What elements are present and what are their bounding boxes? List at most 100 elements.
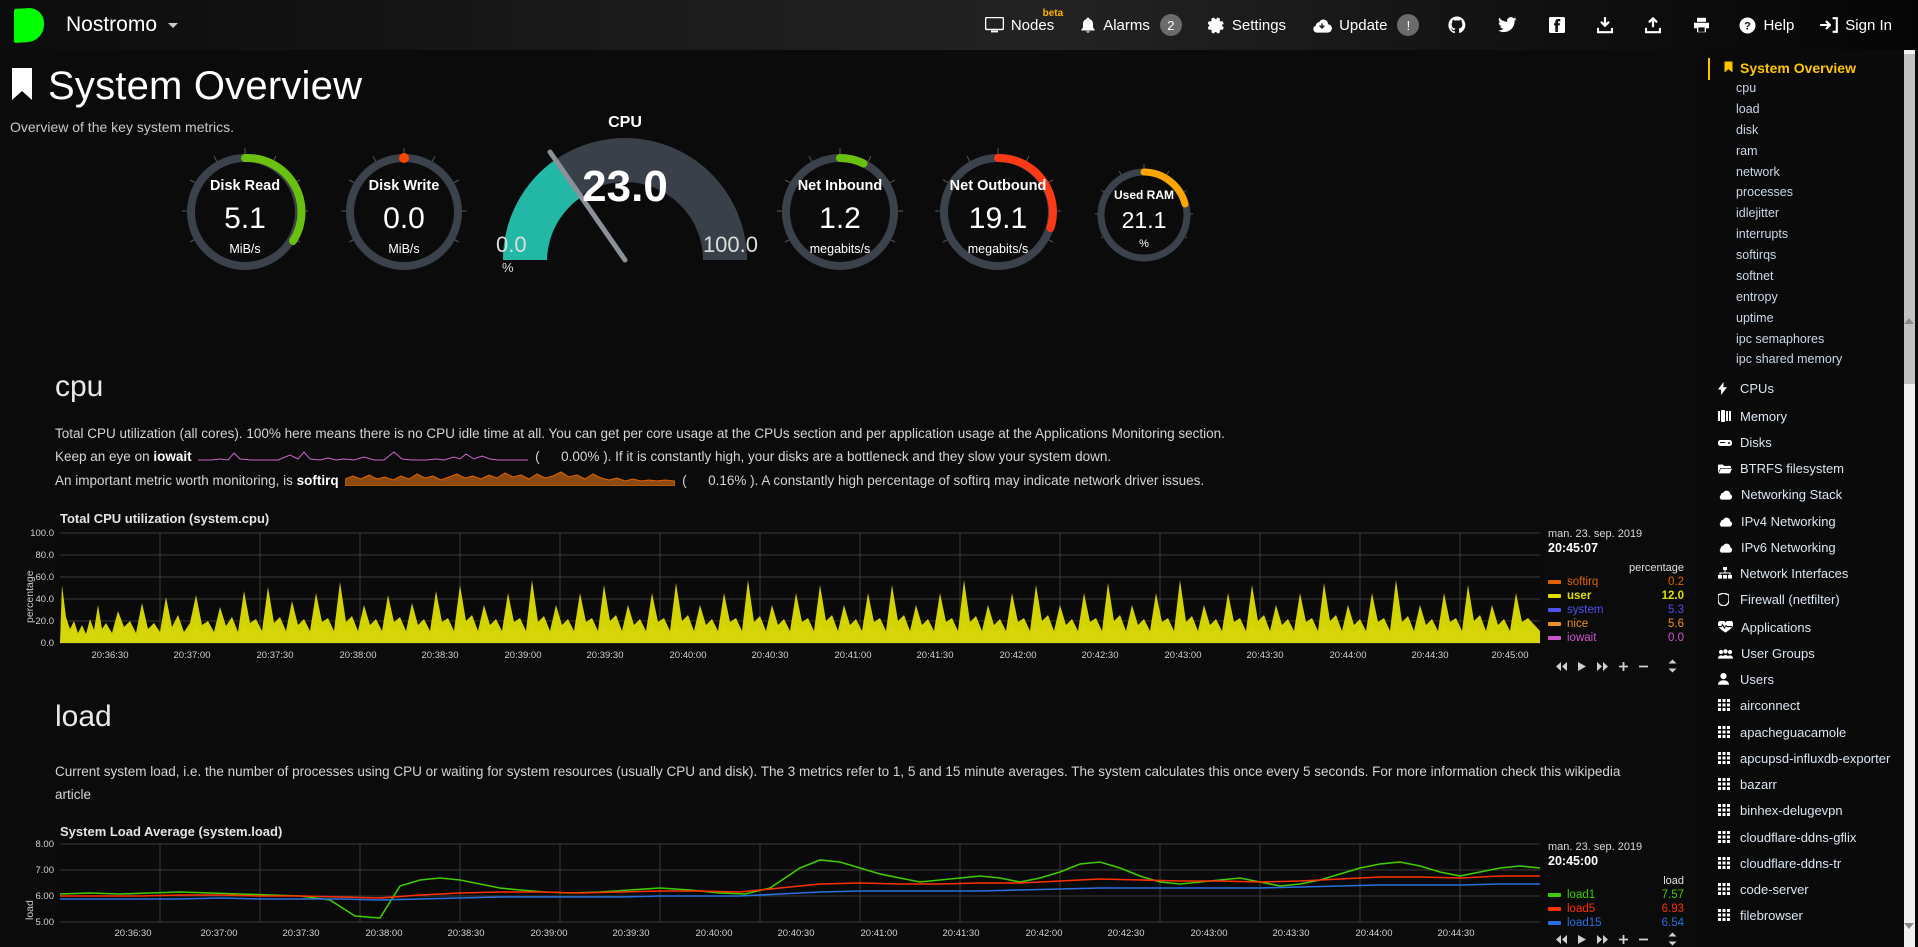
sidebar-item-apcupsd-influxdb-exporter[interactable]: apcupsd-influxdb-exporter: [1718, 751, 1918, 768]
legend-row-softirq[interactable]: softirq 0.2: [1548, 576, 1684, 588]
sidebar-label: Networking Stack: [1741, 487, 1843, 503]
cpu-desc-line2-pre: Keep an eye on: [55, 449, 150, 465]
zoom-out-icon[interactable]: [1638, 933, 1649, 947]
sidebar-item-disks[interactable]: Disks: [1718, 435, 1918, 452]
grid-icon: [1718, 751, 1732, 768]
scroll-down-icon[interactable]: [1904, 923, 1914, 929]
zoom-in-icon[interactable]: [1618, 660, 1629, 675]
section-desc-cpu: Total CPU utilization (all cores). 100% …: [55, 422, 1355, 493]
legend-row-load1[interactable]: load1 7.57: [1548, 889, 1684, 901]
gauge-cpu[interactable]: CPU 23.0 0.0 % 100.0: [490, 110, 760, 300]
sidebar-subitem-disk[interactable]: disk: [1736, 122, 1759, 137]
sidebar-subitem-softirqs[interactable]: softirqs: [1736, 248, 1777, 262]
nav-item-settings[interactable]: Settings: [1195, 0, 1299, 50]
nav-item-import[interactable]: [1581, 0, 1629, 50]
sidebar-subitem-load[interactable]: load: [1736, 101, 1760, 116]
svg-text:20:44:00: 20:44:00: [1356, 928, 1393, 939]
nav-item-twitter[interactable]: [1482, 0, 1533, 50]
sidebar-item-firewall[interactable]: Firewall (netfilter): [1717, 592, 1918, 610]
chevron-down-icon[interactable]: [168, 22, 179, 28]
sidebar-item-ipv4-networking[interactable]: IPv4 Networking: [1718, 514, 1918, 531]
nav-item-signin[interactable]: Sign In: [1807, 0, 1918, 50]
sidebar-item-cloudflare-ddns-tr[interactable]: cloudflare-ddns-tr: [1718, 856, 1918, 873]
sidebar-item-cloudflare-ddns-gflix[interactable]: cloudflare-ddns-gflix: [1718, 830, 1918, 847]
sidebar-item-memory[interactable]: Memory: [1718, 409, 1918, 426]
sidebar-subitem-ipc-semaphores[interactable]: ipc semaphores: [1736, 331, 1825, 346]
sidebar-item-user-groups[interactable]: User Groups: [1718, 646, 1918, 663]
resize-handle-icon[interactable]: [1667, 659, 1678, 676]
sidebar-scrollbar-track[interactable]: [1904, 50, 1915, 947]
svg-text:20:39:00: 20:39:00: [505, 650, 542, 661]
gauge-disk-write[interactable]: Disk Write 0.0 MiB/s: [339, 146, 469, 278]
sidebar-subitem-ipc-shared-memory[interactable]: ipc shared memory: [1736, 352, 1843, 367]
sidebar-item-binhex-delugevpn[interactable]: binhex-delugevpn: [1718, 803, 1918, 820]
brand[interactable]: Nostromo: [14, 6, 179, 44]
cpu-gauge-arc: [490, 110, 760, 305]
scroll-up-icon[interactable]: [1904, 318, 1914, 324]
gauge-net-outbound[interactable]: Net Outbound 19.1 megabits/s: [933, 146, 1063, 278]
skip-backward-icon[interactable]: [1555, 933, 1568, 947]
sidebar-item-bazarr[interactable]: bazarr: [1718, 777, 1918, 794]
sidebar-subitem-cpu[interactable]: cpu: [1736, 81, 1757, 95]
cpu-chart[interactable]: Total CPU utilization (system.cpu) perce…: [0, 511, 1700, 673]
zoom-in-icon[interactable]: [1618, 933, 1629, 947]
cloud-icon: [1718, 515, 1733, 531]
cpu-desc-line1: Total CPU utilization (all cores). 100% …: [55, 426, 1225, 441]
sidebar-item-filebrowser[interactable]: filebrowser: [1718, 908, 1918, 925]
sidebar-item-ipv6-networking[interactable]: IPv6 Networking: [1718, 540, 1918, 557]
gear-icon: [1207, 17, 1225, 34]
sidebar-item-system-overview[interactable]: System Overview: [1724, 60, 1918, 76]
sidebar-item-applications[interactable]: Applications: [1717, 620, 1918, 637]
svg-text:20:43:00: 20:43:00: [1191, 928, 1228, 939]
sidebar-item-airconnect[interactable]: airconnect: [1718, 698, 1918, 715]
sidebar-item-apacheguacamole[interactable]: apacheguacamole: [1718, 725, 1918, 742]
skip-backward-icon[interactable]: [1555, 660, 1568, 675]
legend-row-load15[interactable]: load15 6.54: [1548, 917, 1684, 929]
gauge-net-inbound[interactable]: Net Inbound 1.2 megabits/s: [775, 146, 905, 278]
section-title-cpu: cpu: [55, 370, 104, 403]
legend-time: 20:45:00: [1548, 854, 1599, 869]
sidebar-subitem-interrupts[interactable]: interrupts: [1736, 227, 1789, 242]
nav-item-facebook[interactable]: [1533, 0, 1581, 50]
nav-item-help[interactable]: ? Help: [1726, 0, 1807, 50]
legend-row-load5[interactable]: load5 6.93: [1548, 903, 1684, 915]
nav-item-print[interactable]: [1677, 0, 1726, 50]
zoom-out-icon[interactable]: [1638, 660, 1649, 675]
resize-handle-icon[interactable]: [1667, 932, 1678, 947]
play-icon[interactable]: [1577, 933, 1587, 947]
sidebar-subitem-uptime[interactable]: uptime: [1736, 310, 1774, 325]
legend-row-nice[interactable]: nice 5.6: [1548, 618, 1684, 630]
sidebar-item-btrfs-filesystem[interactable]: BTRFS filesystem: [1718, 461, 1918, 478]
skip-forward-icon[interactable]: [1596, 933, 1609, 947]
nav-item-alarms[interactable]: Alarms 2: [1067, 0, 1195, 50]
legend-row-system[interactable]: system 5.3: [1548, 604, 1684, 616]
nav-item-github[interactable]: [1432, 0, 1482, 50]
sidebar-subitem-ram[interactable]: ram: [1736, 143, 1758, 158]
sidebar-item-code-server[interactable]: code-server: [1718, 882, 1918, 899]
sidebar-subitem-idlejitter[interactable]: idlejitter: [1736, 206, 1780, 221]
sidebar-item-network-interfaces[interactable]: Network Interfaces: [1718, 566, 1918, 583]
nav-item-export[interactable]: [1629, 0, 1677, 50]
skip-forward-icon[interactable]: [1596, 660, 1609, 675]
sidebar-label: Memory: [1740, 408, 1787, 424]
gauge-disk-read[interactable]: Disk Read 5.1 MiB/s: [180, 146, 310, 278]
nav-item-update[interactable]: Update !: [1299, 0, 1432, 50]
gauge-units: megabits/s: [967, 242, 1029, 256]
nav-item-nodes[interactable]: Nodes beta: [972, 0, 1067, 50]
svg-text:20:41:00: 20:41:00: [835, 650, 872, 661]
sidebar-subitem-softnet[interactable]: softnet: [1736, 268, 1774, 283]
cpu-chart-canvas[interactable]: 0.0 20.0 40.0 60.0 80.0 100.0 20:36:30 20:37…: [0, 525, 1540, 673]
sidebar-item-networking-stack[interactable]: Networking Stack: [1718, 487, 1918, 504]
sidebar-subitem-entropy[interactable]: entropy: [1736, 289, 1778, 304]
gauge-used-ram[interactable]: Used RAM 21.1 %: [1093, 162, 1195, 266]
sidebar-scrollbar-thumb[interactable]: [1904, 54, 1915, 384]
play-icon[interactable]: [1577, 660, 1587, 675]
legend-name: nice: [1567, 618, 1589, 631]
legend-row-iowait[interactable]: iowait 0.0: [1548, 632, 1684, 644]
load-chart-canvas[interactable]: 5.00 6.00 7.00 8.00 20:36:30 20:37:00 20:37…: [0, 838, 1540, 947]
legend-row-user[interactable]: user 12.0: [1548, 590, 1684, 602]
sidebar-subitem-processes[interactable]: processes: [1736, 185, 1793, 200]
sidebar-subitem-network[interactable]: network: [1736, 164, 1780, 179]
sidebar-item-cpus[interactable]: CPUs: [1718, 381, 1918, 399]
sidebar-item-users[interactable]: Users: [1718, 672, 1918, 689]
